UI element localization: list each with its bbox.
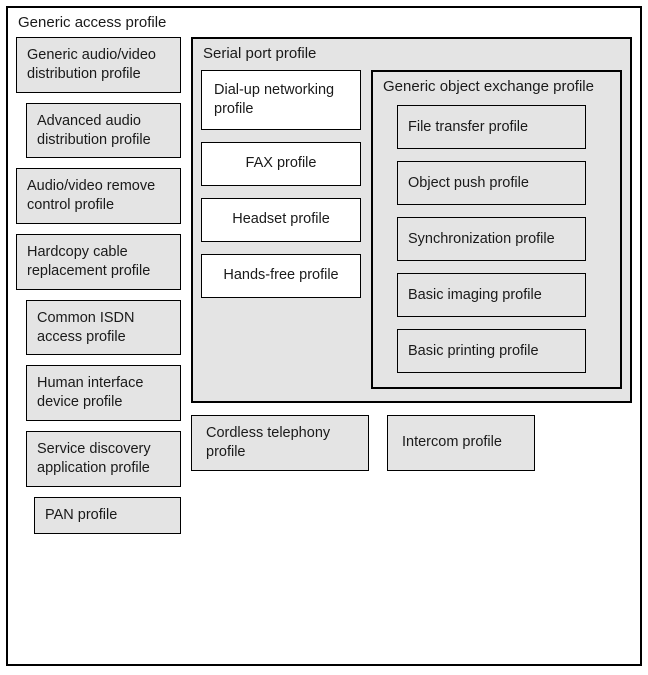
profile-box: File transfer profile: [397, 105, 586, 149]
goep-title: Generic object exchange profile: [383, 78, 610, 95]
goep-inner: File transfer profile Object push profil…: [383, 105, 610, 373]
profile-box: Dial-up networking profile: [201, 70, 361, 130]
serial-title: Serial port profile: [201, 45, 622, 62]
profile-box: Generic audio/video distribution profile: [16, 37, 181, 93]
profile-box: Common ISDN access profile: [26, 300, 181, 356]
profile-box: Hardcopy cable replacement profile: [16, 234, 181, 290]
profile-box: Headset profile: [201, 198, 361, 242]
left-column: Generic audio/video distribution profile…: [16, 37, 181, 534]
columns: Generic audio/video distribution profile…: [16, 37, 632, 534]
profile-box: Intercom profile: [387, 415, 535, 471]
profile-box: Synchronization profile: [397, 217, 586, 261]
profile-box: Object push profile: [397, 161, 586, 205]
outer-title: Generic access profile: [16, 14, 632, 31]
serial-port-profile-container: Serial port profile Dial-up networking p…: [191, 37, 632, 403]
profile-box: Basic imaging profile: [397, 273, 586, 317]
profile-box: PAN profile: [34, 497, 181, 534]
generic-object-exchange-profile-container: Generic object exchange profile File tra…: [371, 70, 622, 389]
profile-box: FAX profile: [201, 142, 361, 186]
serial-inner: Dial-up networking profile FAX profile H…: [201, 70, 622, 389]
generic-access-profile-container: Generic access profile Generic audio/vid…: [6, 6, 642, 666]
profile-box: Human interface device profile: [26, 365, 181, 421]
right-column: Serial port profile Dial-up networking p…: [191, 37, 632, 471]
serial-left-column: Dial-up networking profile FAX profile H…: [201, 70, 361, 298]
profile-box: Advanced audio distribution profile: [26, 103, 181, 159]
profile-box: Hands-free profile: [201, 254, 361, 298]
profile-box: Basic printing profile: [397, 329, 586, 373]
profile-box: Cordless telephony profile: [191, 415, 369, 471]
profile-box: Service discovery application profile: [26, 431, 181, 487]
bottom-row: Cordless telephony profile Intercom prof…: [191, 415, 632, 471]
profile-box: Audio/video remove control profile: [16, 168, 181, 224]
